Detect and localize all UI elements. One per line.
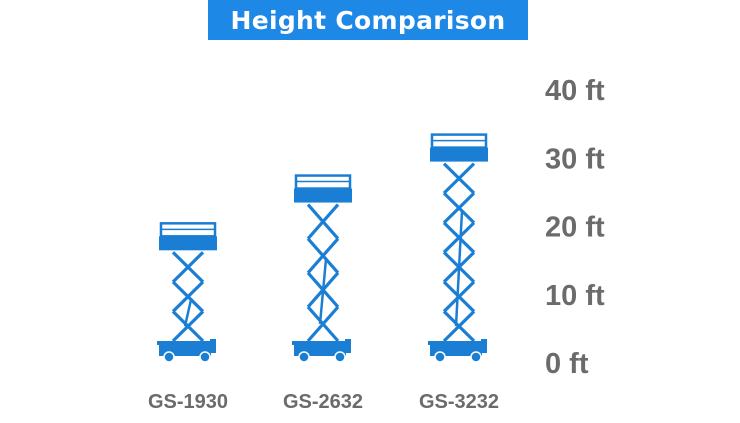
x-category-label: GS-2632 [283, 391, 363, 413]
scissor-arm [442, 221, 476, 254]
scissor-arm [171, 251, 205, 284]
scissor-arm [442, 162, 476, 195]
scissor-arm [306, 203, 340, 240]
lift-wheel [199, 351, 211, 363]
lift-cylinder [454, 210, 464, 327]
x-category-label: GS-1930 [148, 391, 228, 413]
lift-platform [294, 188, 352, 203]
scissor-arm [306, 237, 340, 274]
lift-platform [159, 236, 217, 251]
lift-gs-1930 [157, 222, 217, 363]
lift-base-rim [157, 341, 213, 345]
scissor-arm [306, 305, 340, 343]
chart-title: Height Comparison [230, 5, 506, 35]
lift-platform [430, 147, 488, 162]
lift-ladder [345, 339, 351, 353]
scissor-arm [171, 310, 205, 343]
lift-wheel [470, 351, 482, 363]
scissor-arm [171, 280, 205, 313]
chart-title-banner: Height Comparison [208, 0, 528, 40]
lift-ladder [210, 339, 216, 353]
lift-wheel [334, 351, 346, 363]
lift-base-rim [428, 341, 484, 345]
lift-base-rim [292, 341, 348, 345]
lift-wheel [163, 351, 175, 363]
lift-wheel [434, 351, 446, 363]
scissor-arm [442, 280, 476, 313]
lift-wheel [298, 351, 310, 363]
lift-ladder [481, 339, 487, 353]
lift-cylinder [183, 299, 193, 327]
y-tick-label: 30 ft [545, 143, 605, 175]
x-category-label: GS-3232 [419, 391, 499, 413]
lift-gs-2632 [292, 174, 352, 363]
lift-gs-3232 [428, 133, 488, 363]
y-tick-label: 40 ft [545, 75, 605, 107]
y-tick-label: 20 ft [545, 212, 605, 244]
scissor-arm [442, 192, 476, 224]
lift-cylinder [318, 259, 328, 325]
scissor-arm [442, 310, 476, 343]
y-tick-label: 0 ft [545, 348, 589, 380]
y-tick-label: 10 ft [545, 280, 605, 312]
